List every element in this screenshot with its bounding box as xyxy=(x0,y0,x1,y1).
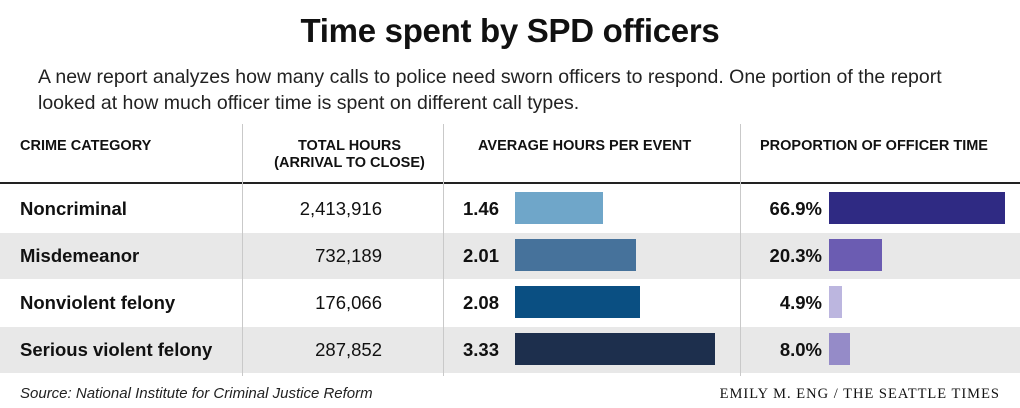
chart-subtitle: A new report analyzes how many calls to … xyxy=(38,66,942,114)
avg-hours-bar xyxy=(515,333,715,365)
category-label: Misdemeanor xyxy=(20,245,140,266)
credit-line: EMILY M. ENG / THE SEATTLE TIMES xyxy=(719,386,1000,402)
column-divider xyxy=(242,124,243,376)
proportion-label: 8.0% xyxy=(779,339,822,360)
total-hours-value: 176,066 xyxy=(315,292,382,313)
proportion-bar xyxy=(829,333,851,365)
total-hours-value: 732,189 xyxy=(315,245,382,266)
proportion-label: 4.9% xyxy=(779,292,822,313)
column-header-proportion: PROPORTION OF OFFICER TIME xyxy=(760,138,988,154)
avg-hours-label: 2.01 xyxy=(463,245,500,266)
avg-hours-bar xyxy=(515,286,640,318)
total-hours-value: 287,852 xyxy=(315,339,382,360)
total-hours-value: 2,413,916 xyxy=(299,198,382,219)
avg-hours-label: 3.33 xyxy=(463,339,500,360)
category-label: Noncriminal xyxy=(20,198,127,219)
avg-hours-bar xyxy=(515,239,636,271)
chart-title: Time spent by SPD officers xyxy=(300,12,720,49)
column-header-total-line2: (ARRIVAL TO CLOSE) xyxy=(274,155,425,171)
header-rule xyxy=(0,182,1020,184)
category-label: Nonviolent felony xyxy=(20,292,176,313)
column-header-total: TOTAL HOURS (ARRIVAL TO CLOSE) xyxy=(262,138,437,172)
avg-hours-label: 2.08 xyxy=(463,292,500,313)
proportion-label: 20.3% xyxy=(769,245,822,266)
category-label: Serious violent felony xyxy=(20,339,213,360)
column-divider xyxy=(443,124,444,376)
proportion-bar xyxy=(829,192,1005,224)
column-header-category: CRIME CATEGORY xyxy=(20,138,152,154)
proportion-bar xyxy=(829,239,883,271)
avg-hours-bar xyxy=(515,192,603,224)
source-note: Source: National Institute for Criminal … xyxy=(20,385,373,402)
proportion-bar xyxy=(829,286,842,318)
avg-hours-label: 1.46 xyxy=(463,198,500,219)
column-header-total-line1: TOTAL HOURS xyxy=(297,138,402,154)
column-header-average: AVERAGE HOURS PER EVENT xyxy=(478,138,692,154)
column-divider xyxy=(740,124,741,376)
proportion-label: 66.9% xyxy=(769,198,822,219)
